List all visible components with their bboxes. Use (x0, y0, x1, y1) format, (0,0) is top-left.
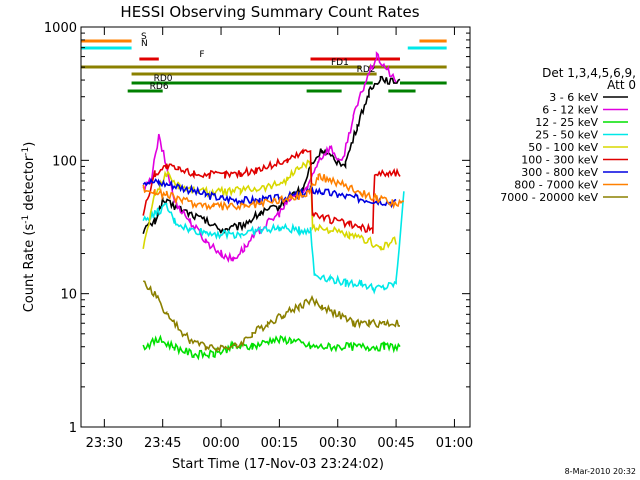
legend-label-800-7000-kev: 800 - 7000 keV (514, 179, 598, 192)
series-line-50-100-kev (142, 159, 397, 252)
plot-frame (80, 26, 471, 428)
flag-label-rd2: RD2 (357, 65, 376, 75)
series-line-3-6-kev (142, 75, 401, 235)
series-line-800-7000-kev (142, 172, 404, 211)
series-line-300-800-kev (142, 177, 397, 209)
legend-label-25-50-kev: 25 - 50 keV (535, 129, 598, 142)
legend-title-line2: Att 0 (607, 78, 636, 92)
y-tick-label-100: 100 (52, 154, 77, 169)
legend-label-50-100-kev: 50 - 100 keV (528, 141, 598, 154)
chart-title: HESSI Observing Summary Count Rates (120, 3, 419, 21)
flag-label-s: S (141, 32, 147, 42)
y-axis-label: Count Rate (s-1 detector-1) (21, 142, 37, 313)
series-line-7000-20000-kev (143, 280, 400, 353)
legend-label-7000-20000-kev: 7000 - 20000 keV (500, 191, 598, 204)
y-tick-label-1000: 1000 (44, 21, 77, 36)
legend-label-3-6-kev: 3 - 6 keV (549, 91, 598, 104)
series-line-25-50-kev (142, 191, 405, 295)
axis-ticks: 1 10 100 1000 23:30 23:45 00:00 00:15 00:30 00:45… (44, 21, 473, 451)
x-tick-label-01-00: 01:00 (436, 436, 473, 451)
y-axis-label-end: ) (22, 142, 37, 147)
legend-label-100-300-kev: 100 - 300 keV (521, 154, 598, 167)
x-tick-label-00-00: 00:00 (202, 436, 239, 451)
series-line-6-12-kev (142, 51, 397, 264)
legend-title-line1: Det 1,3,4,5,6,9, (542, 66, 636, 80)
x-tick-label-00-15: 00:15 (261, 436, 298, 451)
flag-label-f: F (199, 50, 204, 60)
x-axis-label: Start Time (17-Nov-03 23:24:02) (172, 457, 384, 472)
y-axis-label-sup: -1 (21, 215, 31, 224)
x-tick-label-23-30: 23:30 (86, 436, 123, 451)
x-tick-label-23-45: 23:45 (144, 436, 181, 451)
flag-label-fd1: FD1 (331, 58, 349, 68)
x-tick-label-00-45: 00:45 (377, 436, 414, 451)
legend-label-12-25-kev: 12 - 25 keV (535, 116, 598, 129)
x-tick-label-00-30: 00:30 (319, 436, 356, 451)
series-line-12-25-kev (142, 334, 401, 361)
flag-label-n: N (141, 39, 148, 49)
y-tick-label-1: 1 (69, 421, 77, 436)
series-line-100-300-kev (142, 148, 401, 234)
flag-label-rd0: RD0 (154, 74, 173, 84)
y-tick-label-10: 10 (60, 288, 77, 303)
flag-label-rd6: RD6 (150, 82, 169, 92)
y-axis-label-main: Count Rate (s (22, 224, 37, 313)
y-axis-label-sup2: -1 (21, 147, 31, 156)
generated-timestamp: 8-Mar-2010 20:32 (565, 467, 636, 476)
legend-label-300-800-kev: 300 - 800 keV (521, 166, 598, 179)
series-group (142, 51, 405, 361)
y-axis-label-rest: detector (22, 155, 37, 215)
legend-label-6-12-kev: 6 - 12 keV (542, 104, 598, 117)
